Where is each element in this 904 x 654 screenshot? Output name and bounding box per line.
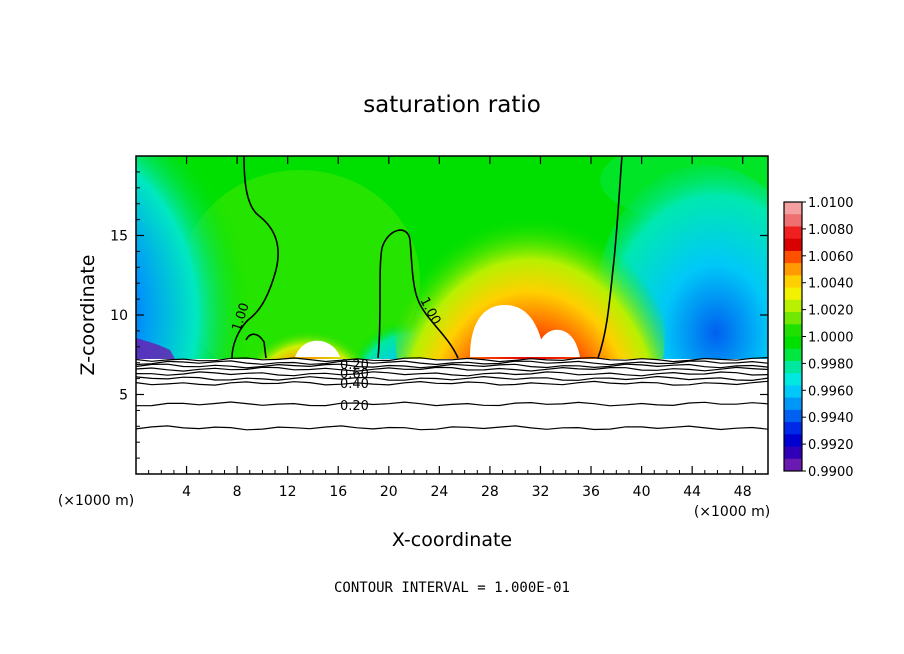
y-tick-label: 5 [119, 388, 128, 404]
contour-interval-note: CONTOUR INTERVAL = 1.000E-01 [334, 580, 570, 596]
contour-line [135, 363, 769, 369]
contour-label: 0.60 [340, 367, 369, 382]
contour-line [135, 357, 769, 363]
colorbar: 1.0100 1.0080 1.0060 1.0040 1.0020 1.0000 0.99… [783, 196, 854, 480]
contour-line [135, 366, 769, 372]
colorbar-swatch [784, 385, 802, 399]
colorbar-tick-label: 1.0060 [808, 250, 854, 265]
colorbar-swatch [784, 238, 802, 252]
y-tick-label: 15 [110, 229, 128, 245]
colorbar-swatch [784, 263, 802, 276]
x-tick-label: 16 [329, 484, 347, 500]
x-tick-label: 24 [430, 484, 448, 500]
x-tick-label: 48 [734, 484, 752, 500]
colorbar-swatch [784, 458, 802, 472]
contour-label: 0.20 [340, 358, 369, 373]
contour-line [135, 425, 769, 431]
x-tick-label: 8 [233, 484, 242, 500]
colorbar-swatch [784, 397, 802, 411]
colorbar-tick-label: 0.9980 [808, 357, 854, 372]
colorbar-swatch [784, 360, 802, 374]
lower-contours [135, 357, 769, 431]
colorbar-swatch [784, 324, 802, 337]
colorbar-swatch [784, 250, 802, 264]
colorbar-swatch [784, 409, 802, 423]
colorbar-tick-label: 1.0100 [808, 196, 854, 211]
heatmap-field [136, 156, 768, 474]
contour-label: 0.20 [340, 399, 369, 414]
colorbar-swatch [784, 312, 802, 325]
x-tick-label: 32 [532, 484, 550, 500]
x-tick-label: 12 [279, 484, 297, 500]
contour-line [135, 360, 769, 366]
colorbar-tick-label: 0.9960 [808, 384, 854, 399]
x-tick-label: 28 [481, 484, 499, 500]
colorbar-swatch [784, 287, 802, 301]
colorbar-swatch [784, 299, 802, 313]
colorbar-tick-label: 1.0040 [808, 277, 854, 292]
x-tick-label: 36 [582, 484, 600, 500]
colorbar-swatch [784, 373, 802, 386]
colorbar-tick-label: 0.9920 [808, 438, 854, 453]
x-tick-label: 4 [182, 484, 191, 500]
colorbar-swatch [784, 202, 802, 215]
contour-lines [231, 156, 623, 359]
contour-line [135, 401, 769, 407]
contour-line [135, 380, 769, 386]
colorbar-tick-label: 0.9900 [808, 465, 854, 480]
colorbar-swatch [784, 336, 802, 350]
colorbar-tick-label: 0.9940 [808, 411, 854, 426]
x-axis: 4 8 12 16 20 24 28 32 36 40 44 48 [148, 156, 756, 500]
x-tick-label: 40 [633, 484, 651, 500]
x-tick-label: 20 [380, 484, 398, 500]
x-tick-label: 44 [683, 484, 701, 500]
colorbar-tick-label: 1.0020 [808, 304, 854, 319]
x-unit-right: (×1000 m) [694, 504, 770, 520]
chart-title: saturation ratio [363, 92, 541, 118]
contour-label: 0.40 [340, 377, 369, 392]
colorbar-swatch [784, 275, 802, 289]
y-axis-label: Z-coordinate [77, 255, 99, 376]
colorbar-swatch [784, 348, 802, 362]
colorbar-tick-label: 1.0000 [808, 331, 854, 346]
x-axis-label: X-coordinate [392, 529, 512, 551]
colorbar-swatch [784, 446, 802, 460]
y-axis: 5 10 15 [110, 171, 768, 459]
contour-line [135, 371, 769, 377]
x-unit-left: (×1000 m) [58, 493, 134, 509]
colorbar-tick-label: 1.0080 [808, 223, 854, 238]
colorbar-swatch [784, 434, 802, 448]
contour-line [135, 375, 769, 382]
colorbar-swatch [784, 226, 802, 240]
y-tick-label: 10 [110, 308, 128, 324]
colorbar-swatch [784, 214, 802, 227]
colorbar-swatch [784, 422, 802, 435]
